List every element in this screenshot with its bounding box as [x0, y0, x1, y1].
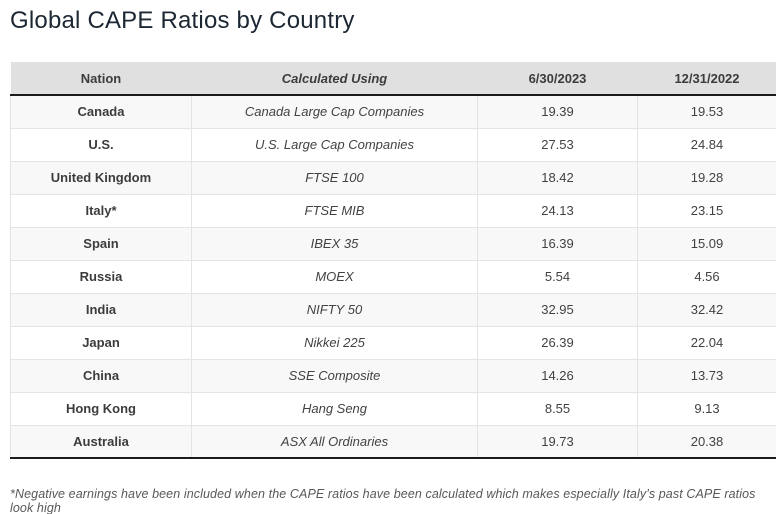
value-2023-cell: 24.13 [477, 193, 638, 228]
value-2022-cell: 15.09 [637, 226, 776, 261]
table-row: U.S. U.S. Large Cap Companies 27.53 24.84 [10, 127, 776, 162]
calculated-using-cell: IBEX 35 [191, 226, 478, 261]
calculated-using-cell: U.S. Large Cap Companies [191, 127, 478, 162]
table-row: Canada Canada Large Cap Companies 19.39 19.… [10, 94, 776, 129]
page-title: Global CAPE Ratios by Country [10, 7, 355, 34]
value-2023-cell: 32.95 [477, 292, 638, 327]
table-row: Hong Kong Hang Seng 8.55 9.13 [10, 391, 776, 426]
value-2022-cell: 19.28 [637, 160, 776, 195]
value-2023-cell: 18.42 [477, 160, 638, 195]
nation-cell: Japan [10, 325, 192, 360]
footnote: *Negative earnings have been included wh… [10, 487, 756, 514]
nation-cell: Australia [10, 424, 192, 459]
value-2022-cell: 32.42 [637, 292, 776, 327]
column-header-date-2023: 6/30/2023 [477, 62, 638, 96]
nation-cell: Spain [10, 226, 192, 261]
value-2023-cell: 14.26 [477, 358, 638, 393]
table-row: Italy* FTSE MIB 24.13 23.15 [10, 193, 776, 228]
nation-cell: United Kingdom [10, 160, 192, 195]
value-2022-cell: 9.13 [637, 391, 776, 426]
value-2022-cell: 13.73 [637, 358, 776, 393]
value-2022-cell: 19.53 [637, 94, 776, 129]
calculated-using-cell: ASX All Ordinaries [191, 424, 478, 459]
calculated-using-cell: SSE Composite [191, 358, 478, 393]
calculated-using-cell: FTSE MIB [191, 193, 478, 228]
cape-ratios-table: Nation Calculated Using 6/30/2023 12/31/… [10, 62, 776, 459]
table-row: China SSE Composite 14.26 13.73 [10, 358, 776, 393]
value-2023-cell: 8.55 [477, 391, 638, 426]
value-2023-cell: 16.39 [477, 226, 638, 261]
table-header: Nation Calculated Using 6/30/2023 12/31/… [10, 62, 776, 96]
value-2023-cell: 27.53 [477, 127, 638, 162]
table-header-row: Nation Calculated Using 6/30/2023 12/31/… [10, 62, 776, 96]
calculated-using-cell: Hang Seng [191, 391, 478, 426]
nation-cell: India [10, 292, 192, 327]
table-body: Canada Canada Large Cap Companies 19.39 19.… [10, 94, 776, 459]
nation-cell: U.S. [10, 127, 192, 162]
calculated-using-cell: MOEX [191, 259, 478, 294]
table-row: Spain IBEX 35 16.39 15.09 [10, 226, 776, 261]
value-2023-cell: 26.39 [477, 325, 638, 360]
calculated-using-cell: Nikkei 225 [191, 325, 478, 360]
calculated-using-cell: FTSE 100 [191, 160, 478, 195]
nation-cell: Russia [10, 259, 192, 294]
value-2022-cell: 23.15 [637, 193, 776, 228]
table-row: India NIFTY 50 32.95 32.42 [10, 292, 776, 327]
nation-cell: China [10, 358, 192, 393]
table-row: Japan Nikkei 225 26.39 22.04 [10, 325, 776, 360]
nation-cell: Hong Kong [10, 391, 192, 426]
value-2022-cell: 4.56 [637, 259, 776, 294]
table-row: Australia ASX All Ordinaries 19.73 20.38 [10, 424, 776, 459]
value-2022-cell: 22.04 [637, 325, 776, 360]
table-row: Russia MOEX 5.54 4.56 [10, 259, 776, 294]
column-header-calculated-using: Calculated Using [191, 62, 478, 96]
calculated-using-cell: NIFTY 50 [191, 292, 478, 327]
value-2022-cell: 20.38 [637, 424, 776, 459]
value-2023-cell: 5.54 [477, 259, 638, 294]
nation-cell: Canada [10, 94, 192, 129]
column-header-nation: Nation [10, 62, 192, 96]
table-row: United Kingdom FTSE 100 18.42 19.28 [10, 160, 776, 195]
column-header-date-2022: 12/31/2022 [637, 62, 776, 96]
value-2023-cell: 19.73 [477, 424, 638, 459]
value-2023-cell: 19.39 [477, 94, 638, 129]
value-2022-cell: 24.84 [637, 127, 776, 162]
nation-cell: Italy* [10, 193, 192, 228]
calculated-using-cell: Canada Large Cap Companies [191, 94, 478, 129]
